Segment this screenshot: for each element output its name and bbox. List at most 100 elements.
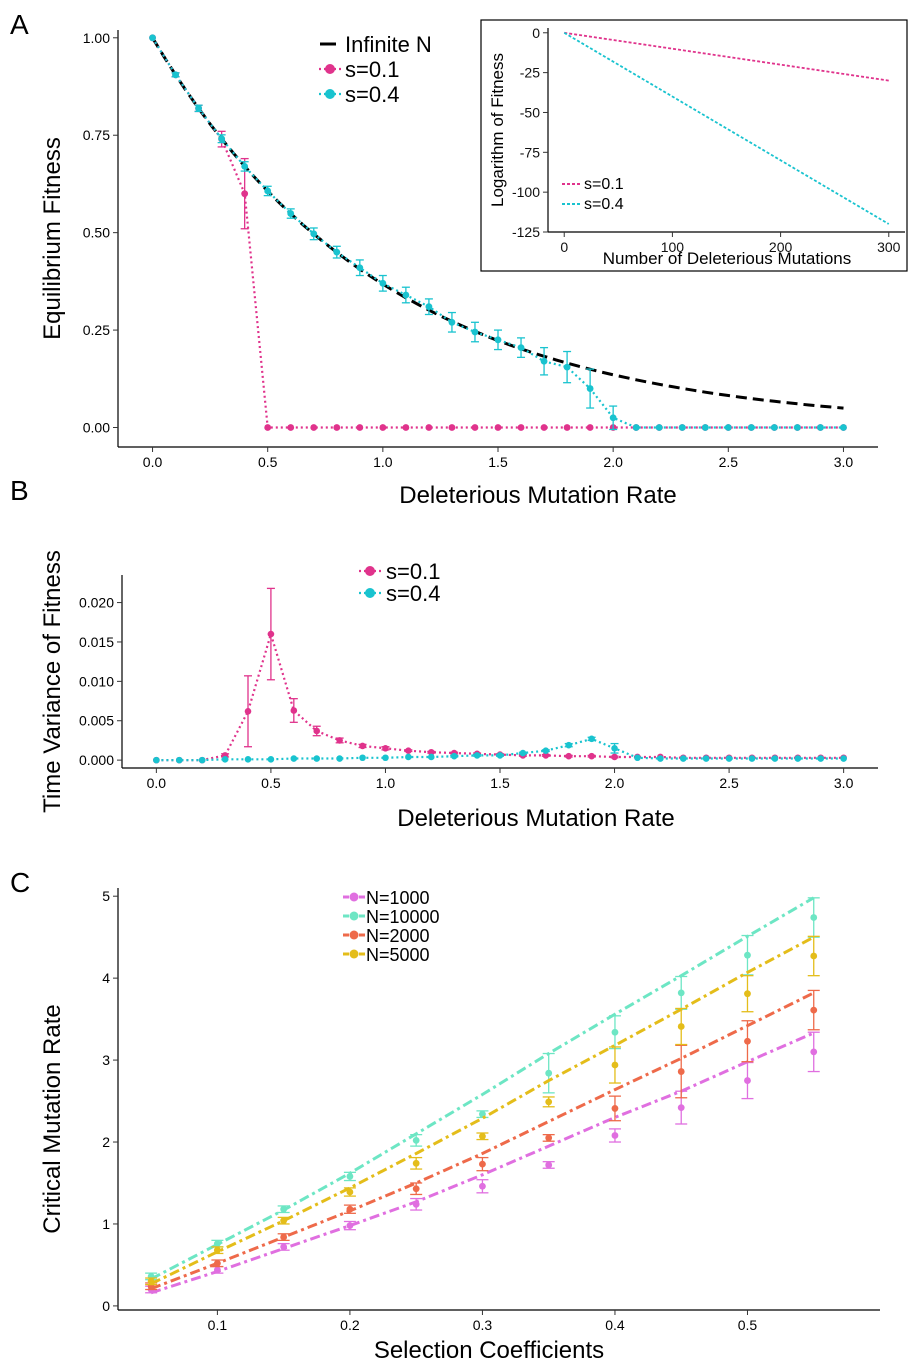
data-point [679,755,687,762]
data-point [701,424,709,431]
legend-key-dot [349,892,359,902]
x-tick-label: 2.5 [719,454,739,470]
data-point [479,1160,486,1168]
data-point [359,742,366,750]
data-point [494,424,502,431]
legend-key-dot [349,911,359,921]
data-point [427,753,435,761]
data-point [677,989,685,997]
data-point [677,1068,685,1075]
x-axis-title: Deleterious Mutation Rate [399,482,676,509]
data-point [267,756,275,763]
data-point [611,1061,619,1069]
x-axis-title: Selection Coefficients [374,1337,604,1364]
data-point [356,424,364,431]
data-point [213,1259,221,1267]
data-point [611,745,618,752]
y-tick-label: 0.25 [83,322,110,338]
data-point [264,424,272,431]
data-point [313,727,321,735]
data-point [545,1069,553,1077]
data-point [702,755,710,762]
data-point [494,336,502,344]
y-axis-title: Equilibrium Fitness [39,137,66,340]
legend-label: s=0.1 [386,559,440,584]
x-tick-label: 1.5 [488,454,508,470]
data-point [611,1132,619,1139]
x-tick-label: 0.1 [208,1317,228,1333]
data-point [479,1182,486,1190]
data-point [241,190,249,198]
data-point [172,71,179,79]
data-point [346,1222,354,1229]
data-point [744,1037,751,1045]
legend-key-dot [349,949,359,959]
fit-line [150,1031,815,1295]
data-point [563,363,571,371]
x-tick-label: 2.0 [603,454,623,470]
data-point [747,424,755,431]
data-point [425,424,433,431]
x-tick-label: 1.5 [490,775,510,791]
data-point [290,755,298,762]
data-point [565,741,573,749]
data-point [840,755,847,762]
y-tick-label: 0 [102,1298,110,1314]
data-point [346,1173,354,1180]
data-point [817,424,824,431]
y-tick-label: 4 [102,970,110,986]
data-point [609,414,617,422]
data-point [810,952,818,960]
x-tick-label: 100 [661,239,685,255]
x-tick-label: 0.5 [738,1317,758,1333]
data-point [290,707,298,714]
data-point [336,755,343,762]
legend-key-dot [349,930,359,940]
inset-y-axis-title: Logarithm of Fitness [488,53,507,207]
x-tick-label: 3.0 [834,454,854,470]
legend-label: s=0.1 [345,57,399,82]
data-point [588,752,595,760]
panel-a-letter: A [10,9,29,40]
data-point [198,756,206,764]
x-tick-label: 0.3 [473,1317,493,1333]
data-point [379,424,387,431]
data-point [382,745,389,752]
data-point [519,749,527,757]
data-point [149,34,156,42]
y-tick-label: -100 [512,184,540,200]
data-point [542,747,550,754]
data-point [810,1048,818,1056]
data-point [655,424,663,431]
data-point [213,1266,221,1274]
data-point [218,135,226,143]
y-tick-label: -125 [512,224,540,240]
data-point [563,424,571,431]
data-point [725,755,733,762]
data-point [241,163,249,170]
data-point [496,752,504,759]
x-tick-label: 1.0 [376,775,396,791]
data-point [540,357,548,365]
data-point [213,1246,221,1254]
data-point [264,187,272,195]
fit-line [150,896,815,1281]
inset-legend-label: s=0.1 [584,176,624,193]
data-point [336,737,343,744]
data-point [611,1105,619,1112]
data-point [810,914,818,921]
x-tick-label: 0.5 [261,775,281,791]
data-point [677,1023,685,1030]
data-point [586,424,594,431]
data-point [280,1217,288,1225]
data-point [405,747,412,754]
data-point [280,1205,288,1213]
data-point [213,1240,221,1248]
data-point [310,230,318,238]
data-point [770,424,778,431]
data-point [427,748,435,756]
x-tick-label: 2.0 [605,775,625,791]
data-point [346,1205,354,1213]
data-point [405,753,412,761]
data-point [588,735,595,743]
